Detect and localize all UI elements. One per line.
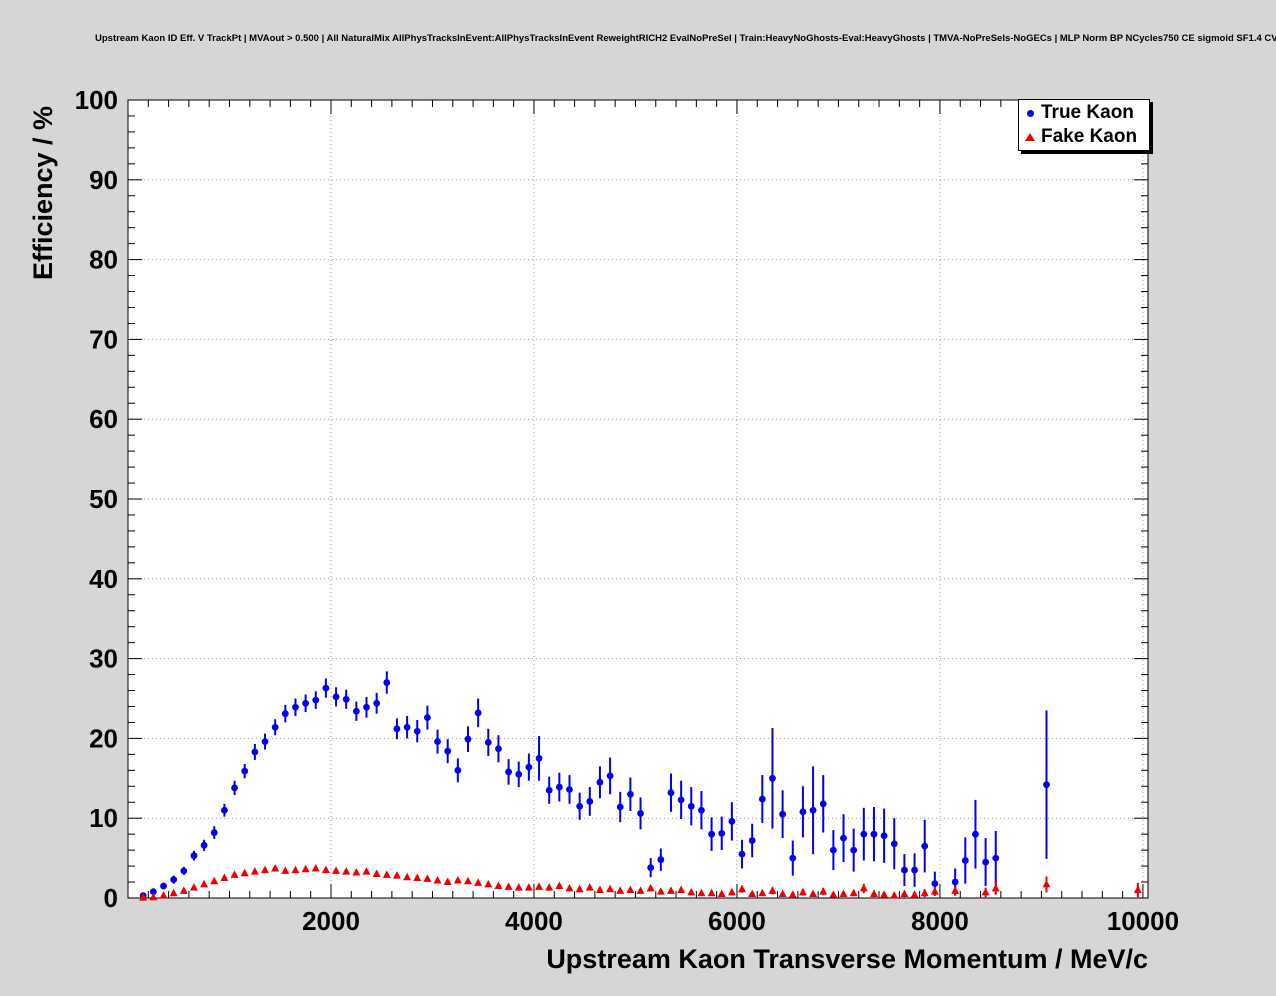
svg-text:10000: 10000 (1107, 906, 1179, 936)
svg-text:80: 80 (89, 245, 118, 275)
svg-text:100: 100 (75, 85, 118, 115)
svg-text:10: 10 (89, 803, 118, 833)
svg-text:20: 20 (89, 723, 118, 753)
y-axis-title: Efficiency / % (28, 105, 58, 280)
svg-text:40: 40 (89, 564, 118, 594)
svg-text:90: 90 (89, 165, 118, 195)
svg-text:0: 0 (104, 883, 118, 913)
legend-entry-true-kaon: True Kaon (1019, 101, 1149, 125)
legend-label: Fake Kaon (1041, 126, 1138, 147)
svg-text:6000: 6000 (708, 906, 766, 936)
true-kaon-marker-icon (1019, 109, 1041, 117)
legend: True Kaon Fake Kaon (1018, 99, 1150, 151)
svg-text:4000: 4000 (505, 906, 563, 936)
svg-text:8000: 8000 (911, 906, 969, 936)
svg-text:2000: 2000 (302, 906, 360, 936)
chart-title: Upstream Kaon ID Eff. V TrackPt | MVAout… (95, 33, 1276, 44)
svg-text:50: 50 (89, 484, 118, 514)
fake-kaon-marker-icon (1019, 133, 1041, 141)
x-axis-title: Upstream Kaon Transverse Momentum / MeV/… (546, 944, 1148, 974)
svg-text:30: 30 (89, 644, 118, 674)
legend-label: True Kaon (1041, 102, 1134, 123)
svg-text:70: 70 (89, 324, 118, 354)
legend-entry-fake-kaon: Fake Kaon (1019, 125, 1149, 149)
svg-text:60: 60 (89, 404, 118, 434)
